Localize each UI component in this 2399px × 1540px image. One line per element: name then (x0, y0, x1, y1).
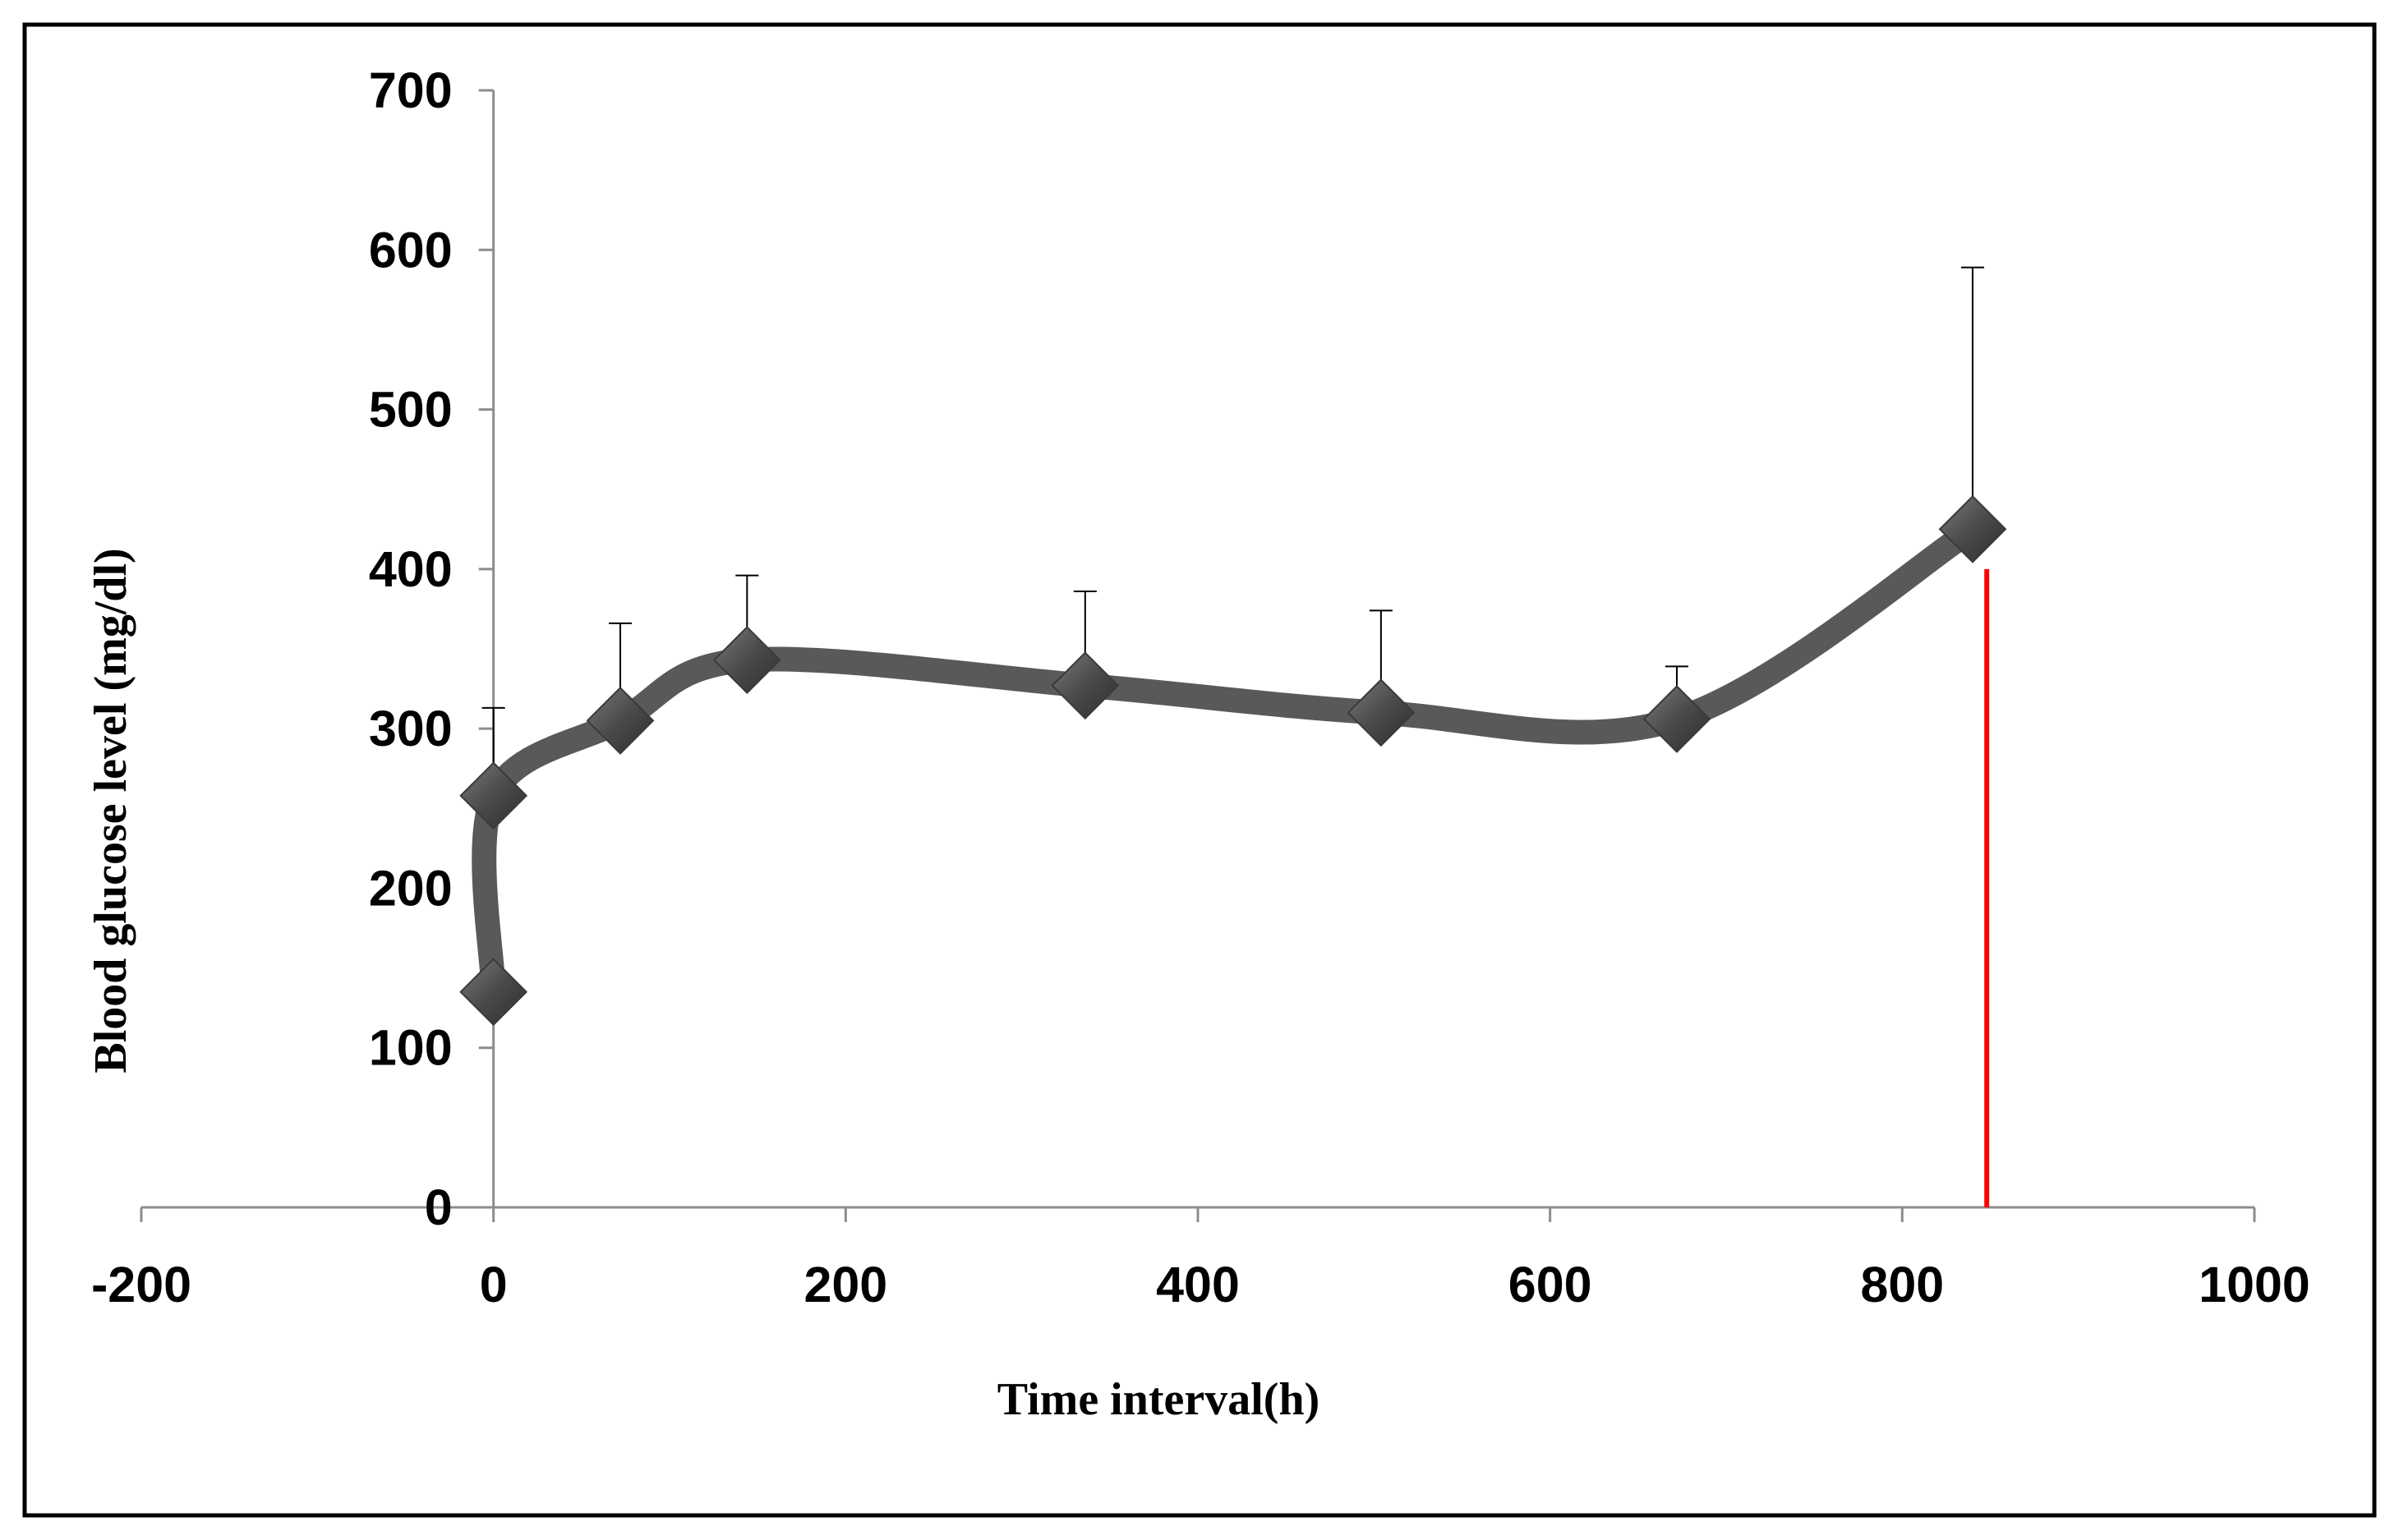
x-tick-label: -200 (91, 1257, 191, 1312)
y-tick-label: 200 (369, 860, 453, 916)
data-point-marker (459, 761, 528, 830)
y-tick-label: 400 (369, 541, 453, 597)
x-tick-label: 400 (1156, 1257, 1240, 1312)
y-tick-label: 100 (369, 1020, 453, 1076)
x-tick-label: 600 (1508, 1257, 1592, 1312)
data-point-marker (586, 687, 655, 755)
data-point-marker (1051, 651, 1120, 720)
y-tick-label: 600 (369, 222, 453, 278)
x-ticks: -200 0 200 400 600 800 1000 (91, 1207, 2310, 1312)
x-tick-label: 200 (804, 1257, 887, 1312)
x-axis-title: Time interval(h) (997, 1374, 1319, 1425)
y-tick-label: 500 (369, 382, 453, 438)
data-point-marker (1347, 678, 1416, 747)
y-axis-title: Blood glucose level (mg/dl) (85, 548, 136, 1073)
data-point-marker (712, 626, 781, 695)
x-tick-label: 1000 (2199, 1257, 2310, 1312)
y-ticks: 0 100 200 300 400 500 600 700 (369, 62, 494, 1235)
y-tick-label: 300 (369, 701, 453, 756)
x-tick-label: 0 (480, 1257, 508, 1312)
data-point-marker (1642, 685, 1711, 753)
chart-frame (22, 22, 2377, 1518)
y-tick-label: 700 (369, 62, 453, 118)
y-tick-label: 0 (425, 1179, 453, 1235)
data-point-marker (459, 958, 528, 1027)
data-point-marker (1938, 494, 2007, 563)
x-tick-label: 800 (1860, 1257, 1944, 1312)
markers (459, 494, 2007, 1027)
